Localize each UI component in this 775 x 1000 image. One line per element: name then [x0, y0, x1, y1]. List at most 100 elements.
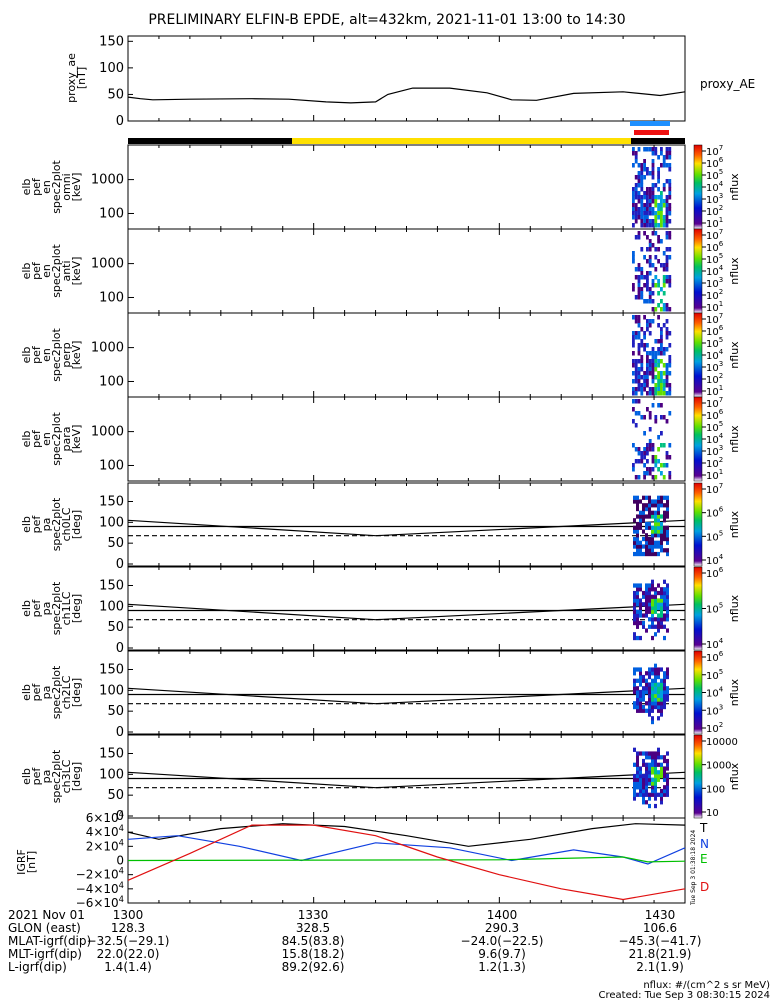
pitch-angle-pixel: [657, 590, 660, 596]
spectrogram-pixel: [646, 323, 649, 328]
colorbar: [693, 144, 703, 230]
pitch-angle-pixel: [636, 506, 639, 512]
spectrogram-pixel: [651, 347, 655, 352]
spectrogram-pixel: [646, 167, 649, 172]
spectrogram-pixel: [646, 443, 649, 448]
pitch-angle-pixel: [642, 781, 645, 786]
pitch-angle-pixel: [633, 671, 636, 676]
spectrogram-pixel: [660, 379, 663, 384]
spectrogram-pixel: [668, 475, 672, 480]
spectrogram-pixel: [634, 375, 638, 380]
spectrogram-pixel: [648, 203, 652, 208]
spectrogram-pixel: [662, 163, 666, 168]
pitch-angle-pixel: [666, 697, 669, 702]
pitch-angle-pixel: [636, 781, 639, 786]
spectrogram-pixel: [640, 327, 644, 332]
pitch-angle-pixel: [660, 678, 663, 683]
spectrogram-pixel: [637, 399, 641, 404]
y-tick-label: 150: [99, 663, 124, 678]
pitch-angle-pixel: [660, 704, 663, 710]
pitch-angle-pixel: [642, 773, 645, 779]
pitch-angle-pixel: [648, 697, 651, 702]
spectrogram-pixel: [665, 163, 669, 168]
pitch-angle-pixel: [642, 792, 645, 797]
pitch-angle-pixel: [654, 766, 657, 771]
spectrogram-pixel: [665, 255, 669, 260]
spectrogram-pixel: [637, 331, 641, 336]
pitch-angle-pixel: [663, 682, 666, 687]
pitch-angle-pixel: [651, 693, 654, 698]
spectrogram-pixel: [662, 443, 666, 448]
spectrogram-pixel: [651, 391, 655, 396]
spectrogram-pixel: [665, 147, 669, 152]
spectrogram-pixel: [634, 175, 638, 180]
spectrogram-pixel: [643, 455, 646, 460]
pitch-angle-pixel: [636, 525, 639, 530]
pitch-angle-pixel: [633, 605, 636, 611]
pitch-angle-pixel: [642, 697, 645, 702]
spectrogram-pixel: [634, 447, 638, 452]
ylabel-line: [keV]: [70, 173, 83, 202]
pitch-angle-pixel: [648, 544, 651, 549]
pitch-angle-pixel: [633, 617, 636, 622]
pitch-angle-pixel: [651, 613, 654, 618]
spectrogram-pixel: [643, 275, 646, 280]
proxy-ae-legend: proxy_AE: [700, 77, 755, 91]
spectrogram-pixel: [654, 455, 658, 460]
spectrogram-pixel: [637, 451, 641, 456]
pitch-angle-pixel: [666, 693, 669, 698]
pitch-angle-pixel: [660, 682, 663, 687]
pitch-angle-pixel: [654, 602, 657, 607]
y-tick-label: 100: [99, 290, 124, 305]
spectrogram-pixel: [640, 219, 644, 224]
spectrogram-pixel: [632, 287, 635, 292]
pitch-angle-pixel: [648, 792, 651, 797]
pitch-angle-pixel: [633, 796, 636, 801]
pitch-angle-pixel: [648, 506, 651, 512]
spectrogram-pixel: [654, 351, 658, 356]
pitch-angle-pixel: [654, 785, 657, 790]
pitch-angle-pixel: [642, 751, 645, 756]
pitch-angle-pixel: [639, 518, 642, 523]
spectrogram-pixel: [651, 195, 655, 200]
spectrogram-pixel: [634, 335, 638, 340]
spectrogram-pixel: [651, 443, 655, 448]
pitch-angle-pixel: [639, 697, 642, 702]
spectrogram-pixel: [646, 279, 649, 284]
spectrogram-pixel: [660, 375, 663, 380]
pitch-angle-pixel: [636, 667, 639, 672]
pitch-angle-pixel: [657, 747, 660, 752]
pitch-angle-pixel: [654, 667, 657, 672]
pitch-angle-pixel: [651, 620, 654, 626]
pitch-angle-pixel: [639, 678, 642, 683]
pitch-angle-pixel: [648, 540, 651, 545]
spectrogram-pixel: [660, 443, 663, 448]
spectrogram-pixel: [662, 323, 666, 328]
spectrogram-pixel: [632, 207, 635, 212]
pitch-angle-pixel: [666, 667, 669, 672]
pitch-angle-pixel: [639, 671, 642, 676]
pitch-angle-pixel: [636, 777, 639, 782]
pitch-angle-pixel: [663, 503, 666, 508]
pitch-angle-pixel: [636, 766, 639, 771]
pitch-angle-pixel: [654, 697, 657, 702]
ylabel-line: [nT]: [75, 67, 88, 89]
spectrogram-pixel: [651, 219, 655, 224]
pitch-angle-pixel: [660, 533, 663, 538]
pitch-angle-pixel: [642, 506, 645, 512]
pitch-angle-pixel: [648, 682, 651, 687]
pitch-angle-pixel: [651, 762, 654, 767]
colorbar-label-text: nflux: [728, 341, 741, 369]
spectrogram-pixel: [657, 291, 660, 296]
igrf-legend-D: D: [700, 880, 709, 894]
spectrogram-pixel: [646, 367, 649, 372]
spectrogram-pixel: [634, 387, 638, 392]
spectrogram-pixel: [634, 191, 638, 196]
ylabel-line: ch3LC: [60, 759, 73, 793]
pitch-angle-pixel: [645, 548, 648, 553]
pitch-angle-pixel: [636, 773, 639, 779]
pitch-angle-pixel: [636, 536, 639, 542]
pitch-angle-pixel: [642, 708, 645, 713]
spectrogram-pixel: [637, 283, 641, 288]
pitch-angle-pixel: [639, 548, 642, 553]
